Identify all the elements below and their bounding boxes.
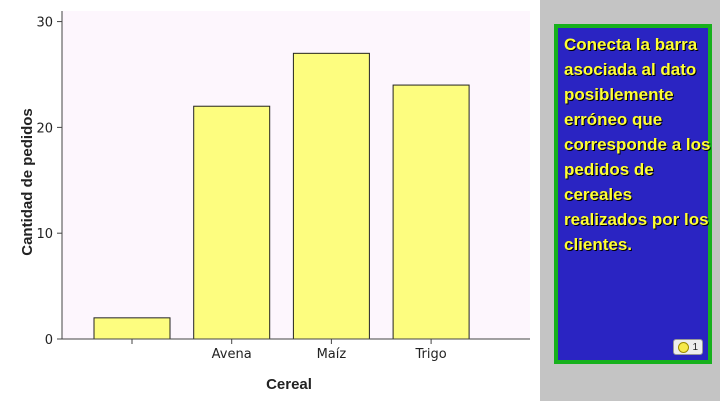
points-badge: 1 (673, 339, 703, 355)
x-tick-label: Maíz (317, 347, 347, 362)
x-axis: Avena Maíz Trigo (62, 338, 530, 362)
bar-avena[interactable] (193, 105, 271, 340)
bars (93, 52, 470, 340)
y-axis-title: Cantidad de pedidos (19, 108, 36, 256)
bar-maíz[interactable] (292, 52, 370, 340)
x-tick-label: Avena (212, 347, 252, 362)
x-tick-label: Trigo (414, 347, 446, 362)
bar-trigo[interactable] (392, 84, 470, 340)
question-text: Conecta la barra asociada al dato posibl… (564, 35, 711, 254)
bar-unlabeled[interactable] (93, 317, 171, 340)
points-value: 1 (692, 341, 698, 353)
bar-chart: 0 10 20 30 Avena Maíz Trigo Cereal Cantidad d… (19, 11, 530, 393)
y-tick-label: 0 (45, 333, 53, 348)
x-axis-title: Cereal (266, 376, 312, 393)
question-box: Conecta la barra asociada al dato posibl… (554, 24, 712, 364)
coin-icon (678, 341, 690, 353)
chart-area: 0 10 20 30 Avena Maíz Trigo Cereal Cantidad d… (19, 11, 530, 393)
y-tick-label: 10 (36, 227, 53, 242)
y-axis: 0 10 20 30 (36, 11, 63, 348)
y-tick-label: 30 (36, 16, 53, 31)
y-tick-label: 20 (36, 121, 53, 136)
